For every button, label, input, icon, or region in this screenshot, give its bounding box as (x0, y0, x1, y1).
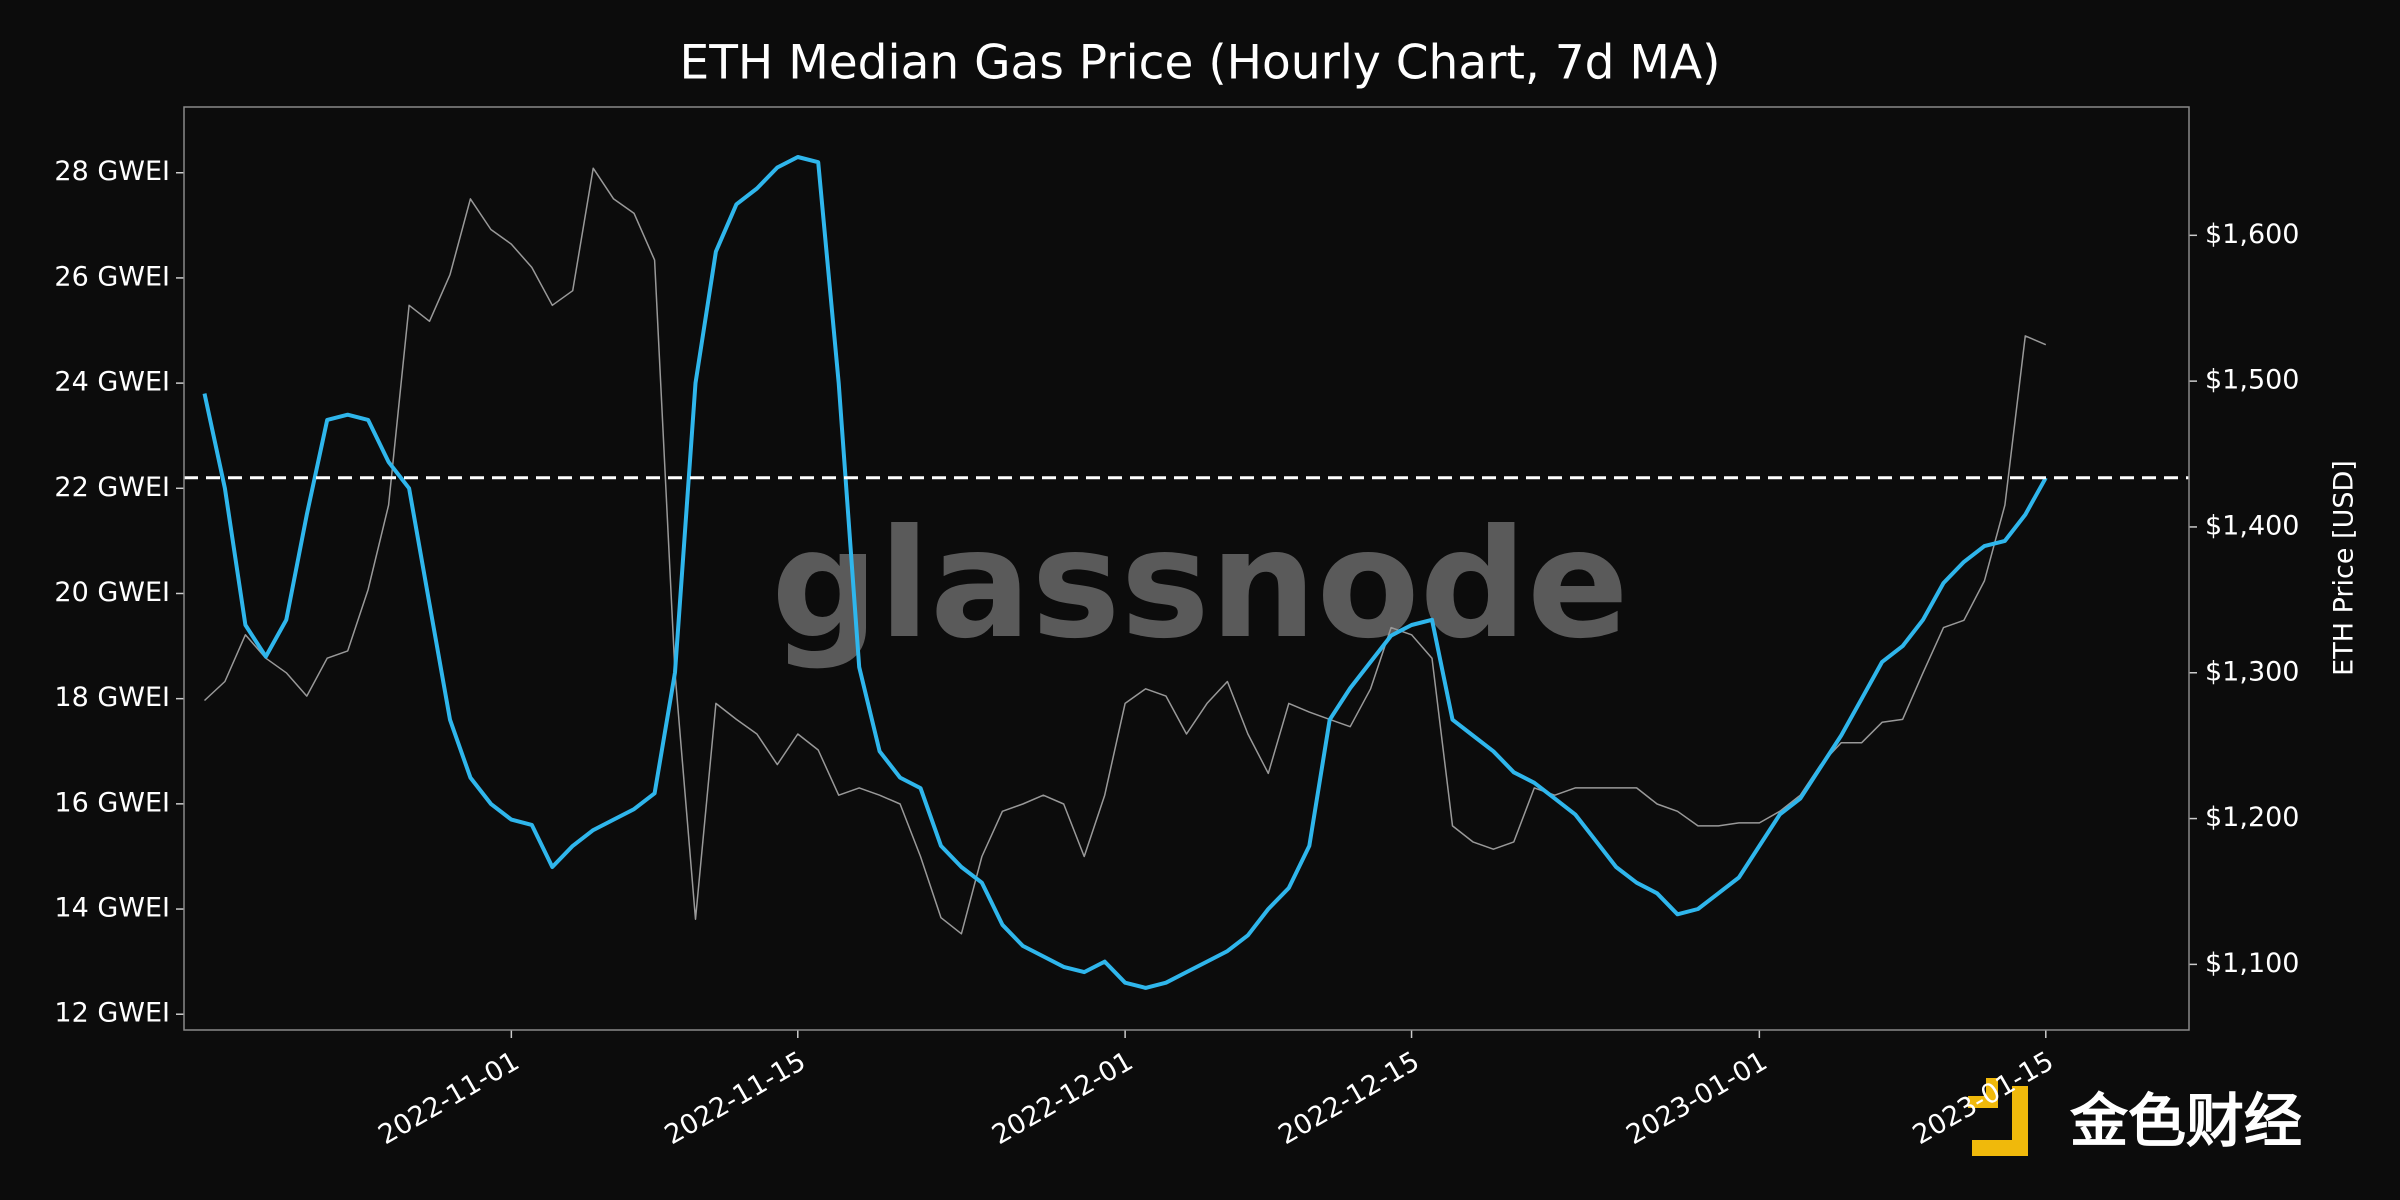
gas-line (202, 155, 2048, 990)
y2-tick-label: $1,200 (2205, 802, 2299, 833)
y2-axis-label: ETH Price [USD] (2329, 460, 2360, 676)
y-tick-label: 14 GWEI (54, 893, 170, 924)
y-tick-label: 12 GWEI (54, 998, 170, 1029)
y2-tick-label: $1,500 (2205, 365, 2299, 396)
y2-tick-label: $1,400 (2205, 510, 2299, 541)
watermark: glassnode (771, 498, 1629, 672)
price-line (203, 167, 2047, 935)
y2-tick-label: $1,600 (2205, 219, 2299, 250)
plot-frame (183, 106, 2190, 1031)
y-tick-label: 20 GWEI (54, 577, 170, 608)
y-tick-label: 22 GWEI (54, 472, 170, 503)
y-tick-label: 16 GWEI (54, 787, 170, 818)
y-tick-label: 28 GWEI (54, 156, 170, 187)
logo-text: 金色财经 (2070, 1087, 2302, 1155)
chart-title: ETH Median Gas Price (Hourly Chart, 7d M… (680, 36, 1721, 91)
y2-tick-label: $1,100 (2205, 948, 2299, 979)
y-tick-label: 26 GWEI (54, 261, 170, 292)
logo-icon (1968, 1078, 2028, 1156)
y-tick-label: 18 GWEI (54, 682, 170, 713)
logo: 金色财经 (1968, 1078, 2302, 1156)
y2-tick-label: $1,300 (2205, 656, 2299, 687)
y-tick-label: 24 GWEI (54, 367, 170, 398)
